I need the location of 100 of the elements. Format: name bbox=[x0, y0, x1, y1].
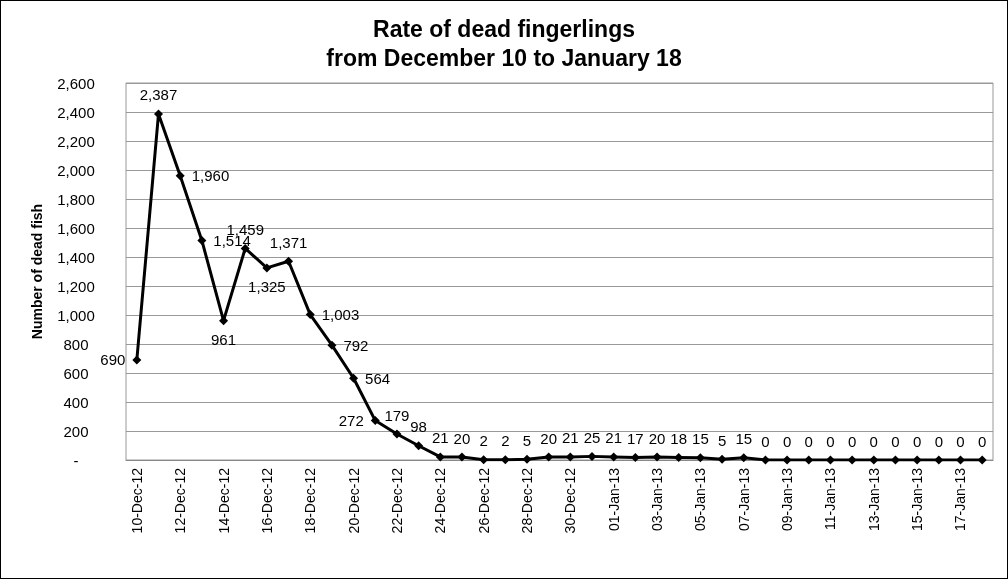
y-tick-label: 400 bbox=[63, 393, 89, 411]
y-tick-label: 800 bbox=[63, 335, 89, 353]
point bbox=[739, 453, 749, 463]
data-label: 2 bbox=[501, 432, 510, 450]
y-tick-label: 1,200 bbox=[57, 277, 95, 295]
data-label: 1,325 bbox=[248, 278, 286, 296]
data-label: 179 bbox=[384, 406, 410, 424]
point bbox=[804, 455, 814, 465]
point bbox=[305, 310, 315, 320]
point bbox=[587, 451, 597, 461]
y-tick-label: 1,600 bbox=[57, 219, 95, 237]
x-tick-label: 05-Jan-13 bbox=[692, 467, 709, 532]
point bbox=[977, 455, 987, 465]
data-label: 961 bbox=[211, 331, 237, 349]
y-tick-label: - bbox=[73, 451, 79, 469]
point bbox=[457, 452, 467, 462]
x-tick-label: 16-Dec-12 bbox=[258, 467, 275, 534]
x-tick-label: 15-Jan-13 bbox=[909, 467, 926, 532]
data-label: 0 bbox=[891, 432, 900, 450]
data-label: 0 bbox=[761, 432, 770, 450]
data-label: 2,387 bbox=[139, 86, 178, 104]
data-label: 15 bbox=[735, 430, 753, 448]
x-tick-label: 11-Jan-13 bbox=[822, 467, 839, 531]
y-tick-label: 1,400 bbox=[57, 248, 95, 266]
point bbox=[262, 263, 272, 273]
data-label: 98 bbox=[410, 418, 427, 436]
data-label: 0 bbox=[934, 432, 943, 450]
point bbox=[370, 416, 380, 426]
data-label: 0 bbox=[804, 432, 813, 450]
y-axis-title: Number of dead fish bbox=[29, 203, 45, 340]
point bbox=[782, 455, 792, 465]
data-label: 25 bbox=[583, 428, 601, 446]
chart-title: Rate of dead fingerlings from December 10 to January 18 bbox=[326, 15, 682, 71]
x-tick-label: 12-Dec-12 bbox=[172, 467, 189, 534]
data-label: 2 bbox=[479, 432, 488, 450]
data-label: 0 bbox=[977, 432, 987, 450]
data-label: 21 bbox=[605, 429, 623, 447]
data-label: 0 bbox=[782, 432, 792, 450]
data-label: 20 bbox=[453, 429, 471, 447]
point bbox=[327, 340, 337, 350]
data-label: 0 bbox=[847, 432, 857, 450]
point bbox=[912, 455, 922, 465]
point bbox=[869, 455, 879, 465]
data-label: 1,003 bbox=[321, 306, 360, 324]
x-tick-label: 14-Dec-12 bbox=[215, 467, 232, 534]
point bbox=[522, 454, 532, 464]
point bbox=[132, 355, 142, 365]
data-label: 15 bbox=[692, 430, 709, 448]
point bbox=[197, 235, 207, 245]
y-tick-label: 1,000 bbox=[57, 306, 95, 324]
x-tick-label: 10-Dec-12 bbox=[128, 467, 145, 534]
x-tick-label: 20-Dec-12 bbox=[345, 467, 362, 534]
data-label: 1,960 bbox=[191, 167, 230, 185]
point bbox=[414, 441, 424, 451]
data-label: 18 bbox=[670, 429, 688, 447]
data-label: 21 bbox=[431, 429, 449, 447]
data-label: 0 bbox=[912, 432, 922, 450]
data-label: 272 bbox=[338, 412, 364, 430]
point bbox=[175, 171, 185, 181]
y-tick-label: 1,800 bbox=[57, 190, 95, 208]
x-tick-label: 28-Dec-12 bbox=[518, 467, 535, 534]
data-label: 20 bbox=[648, 429, 666, 447]
y-tick-label: 2,400 bbox=[57, 103, 95, 121]
data-label: 690 bbox=[100, 351, 126, 369]
y-tick-label: 2,600 bbox=[57, 74, 95, 92]
point bbox=[934, 455, 944, 465]
point bbox=[717, 454, 727, 464]
data-label: 1,371 bbox=[269, 233, 308, 251]
y-tick-label: 600 bbox=[63, 364, 89, 382]
data-label: 5 bbox=[522, 431, 532, 449]
data-label: 20 bbox=[540, 429, 558, 447]
x-tick-label: 18-Dec-12 bbox=[302, 467, 319, 534]
point bbox=[435, 452, 445, 462]
point bbox=[392, 429, 402, 439]
x-tick-label: 30-Dec-12 bbox=[562, 467, 579, 534]
data-label: 564 bbox=[365, 369, 391, 387]
x-tick-label: 09-Jan-13 bbox=[779, 467, 796, 532]
y-tick-label: 2,000 bbox=[57, 161, 95, 179]
x-tick-label: 26-Dec-12 bbox=[475, 467, 492, 534]
y-tick-label: 2,200 bbox=[57, 132, 95, 150]
data-label: 0 bbox=[869, 432, 878, 450]
x-tick-label: 03-Jan-13 bbox=[649, 467, 666, 532]
data-label: 0 bbox=[826, 432, 835, 450]
point bbox=[847, 455, 857, 465]
point bbox=[500, 455, 510, 465]
data-label: 0 bbox=[956, 432, 965, 450]
data-label: 21 bbox=[561, 429, 579, 447]
x-tick-label: 13-Jan-13 bbox=[865, 467, 882, 532]
x-tick-label: 17-Jan-13 bbox=[952, 467, 969, 532]
data-label: 5 bbox=[717, 431, 727, 449]
data-label: 1,459 bbox=[226, 220, 264, 238]
x-tick-label: 01-Jan-13 bbox=[605, 467, 622, 532]
data-label: 792 bbox=[343, 336, 369, 354]
x-tick-label: 24-Dec-12 bbox=[432, 467, 449, 534]
x-tick-label: 22-Dec-12 bbox=[388, 467, 405, 534]
point bbox=[349, 373, 359, 383]
point bbox=[284, 256, 294, 266]
data-label: 17 bbox=[627, 430, 644, 448]
y-tick-label: 200 bbox=[63, 422, 89, 440]
x-tick-label: 07-Jan-13 bbox=[735, 467, 752, 532]
